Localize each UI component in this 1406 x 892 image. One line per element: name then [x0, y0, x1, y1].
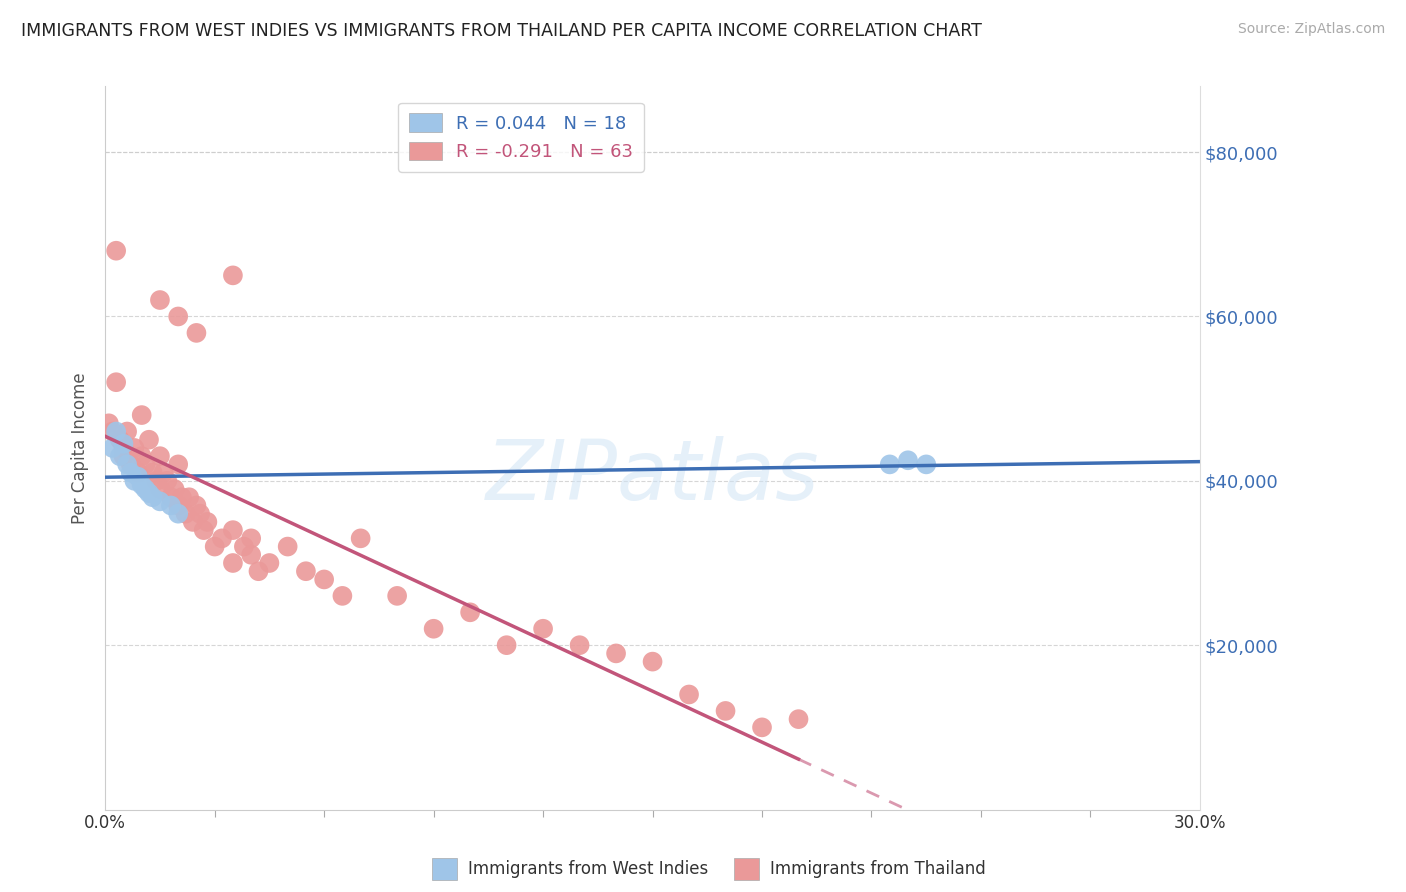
Point: [134, 458, 156, 472]
Point: [97, 417, 120, 431]
Point: [142, 466, 165, 480]
Point: [385, 589, 408, 603]
Point: [134, 482, 156, 496]
Legend: R = 0.044   N = 18, R = -0.291   N = 63: R = 0.044 N = 18, R = -0.291 N = 63: [398, 103, 644, 172]
Point: [115, 425, 138, 439]
Point: [181, 515, 204, 529]
Point: [179, 490, 201, 504]
Text: Immigrants from West Indies: Immigrants from West Indies: [468, 860, 709, 878]
Point: [314, 573, 336, 587]
Point: [115, 458, 138, 472]
Point: [145, 474, 167, 488]
Point: [186, 326, 208, 340]
Point: [112, 441, 135, 455]
Point: [240, 532, 263, 546]
Point: [678, 688, 700, 702]
Point: [124, 474, 146, 488]
Point: [127, 469, 149, 483]
Point: [149, 449, 172, 463]
Point: [350, 532, 373, 546]
Point: [605, 647, 627, 661]
Text: ZIPatlas: ZIPatlas: [485, 436, 820, 517]
Point: [152, 466, 174, 480]
Point: [915, 458, 938, 472]
Point: [163, 482, 186, 496]
Point: [149, 494, 172, 508]
Point: [422, 622, 444, 636]
Point: [138, 433, 160, 447]
Point: [195, 515, 218, 529]
Point: [186, 499, 208, 513]
Point: [131, 449, 153, 463]
Point: [188, 507, 211, 521]
Point: [879, 458, 901, 472]
Point: [332, 589, 354, 603]
Point: [101, 441, 124, 455]
Point: [277, 540, 299, 554]
Point: [222, 268, 245, 283]
Point: [247, 564, 270, 578]
Point: [787, 712, 810, 726]
Point: [167, 507, 190, 521]
Point: [142, 490, 165, 504]
Point: [259, 556, 281, 570]
Point: [458, 605, 481, 619]
Point: [641, 655, 664, 669]
Point: [120, 466, 142, 480]
Point: [156, 474, 179, 488]
Y-axis label: Per Capita Income: Per Capita Income: [72, 372, 89, 524]
Point: [531, 622, 554, 636]
Point: [714, 704, 737, 718]
Point: [108, 433, 131, 447]
Point: [897, 453, 920, 467]
Point: [222, 523, 245, 537]
Point: [232, 540, 254, 554]
Point: [193, 523, 215, 537]
Point: [204, 540, 226, 554]
Point: [138, 486, 160, 500]
Point: [211, 532, 233, 546]
Point: [170, 490, 193, 504]
Point: [495, 638, 517, 652]
Point: [108, 449, 131, 463]
Point: [751, 720, 773, 734]
Point: [167, 458, 190, 472]
Point: [105, 375, 128, 389]
Point: [105, 244, 128, 258]
Point: [149, 293, 172, 307]
Point: [131, 478, 153, 492]
Point: [101, 425, 124, 439]
Point: [568, 638, 591, 652]
Point: [222, 556, 245, 570]
Point: [174, 507, 197, 521]
Point: [112, 449, 135, 463]
Point: [120, 458, 142, 472]
Point: [112, 437, 135, 451]
Point: [131, 408, 153, 422]
Point: [167, 310, 190, 324]
Text: IMMIGRANTS FROM WEST INDIES VS IMMIGRANTS FROM THAILAND PER CAPITA INCOME CORREL: IMMIGRANTS FROM WEST INDIES VS IMMIGRANT…: [21, 22, 981, 40]
Point: [160, 499, 183, 513]
Point: [149, 482, 172, 496]
Text: Source: ZipAtlas.com: Source: ZipAtlas.com: [1237, 22, 1385, 37]
Point: [127, 466, 149, 480]
Point: [240, 548, 263, 562]
Point: [105, 425, 128, 439]
Point: [124, 441, 146, 455]
Point: [295, 564, 318, 578]
Point: [167, 499, 190, 513]
Text: Immigrants from Thailand: Immigrants from Thailand: [770, 860, 986, 878]
Point: [160, 490, 183, 504]
